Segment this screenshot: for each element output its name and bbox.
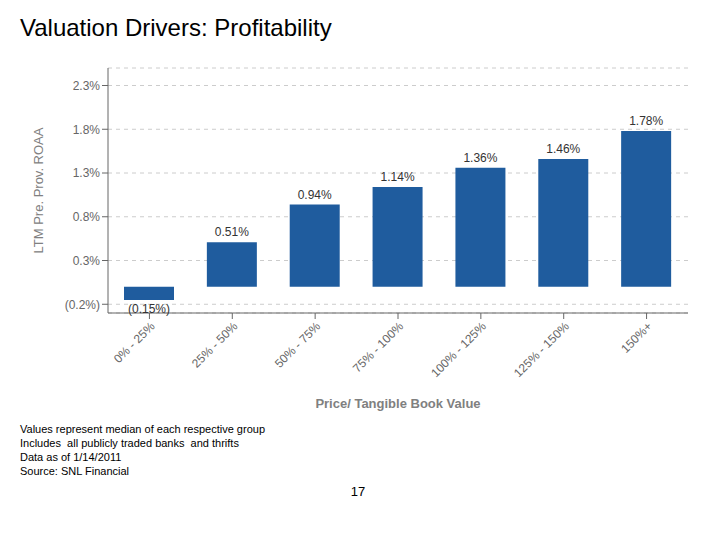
- svg-text:1.78%: 1.78%: [629, 114, 663, 128]
- svg-text:1.36%: 1.36%: [463, 151, 497, 165]
- svg-text:(0.2%): (0.2%): [65, 298, 100, 312]
- svg-text:2.3%: 2.3%: [73, 79, 101, 93]
- html-text:17: 17: [350, 484, 366, 499]
- svg-text:0.3%: 0.3%: [73, 254, 101, 268]
- html-text:Data as of 1/14/2011: Data as of 1/14/2011: [20, 451, 122, 463]
- html-text:Valuation Drivers: Profitabili: Valuation Drivers: Profitability: [20, 14, 332, 41]
- svg-text:100% - 125%: 100% - 125%: [428, 319, 489, 380]
- svg-text:0% - 25%: 0% - 25%: [111, 319, 158, 366]
- svg-text:1.3%: 1.3%: [73, 166, 101, 180]
- html-text:Values represent median of eac: Values represent median of each respecti…: [20, 423, 265, 435]
- svg-text:LTM Pre. Prov. ROAA: LTM Pre. Prov. ROAA: [31, 127, 46, 253]
- html-text:Includes all publicly traded b: Includes all publicly traded banks and t…: [20, 437, 239, 449]
- svg-text:25% - 50%: 25% - 50%: [189, 319, 241, 371]
- svg-text:50% - 75%: 50% - 75%: [272, 319, 324, 371]
- html-text:Source: SNL Financial: Source: SNL Financial: [20, 465, 129, 477]
- svg-text:1.14%: 1.14%: [381, 170, 415, 184]
- svg-text:0.8%: 0.8%: [73, 210, 101, 224]
- svg-text:1.8%: 1.8%: [73, 123, 101, 137]
- svg-text:0.94%: 0.94%: [298, 188, 332, 202]
- svg-text:125% - 150%: 125% - 150%: [511, 319, 572, 380]
- svg-text:1.46%: 1.46%: [546, 142, 580, 156]
- svg-text:150%+: 150%+: [618, 319, 655, 356]
- svg-text:(0.15%): (0.15%): [128, 302, 170, 316]
- svg-text:75% - 100%: 75% - 100%: [350, 319, 406, 375]
- svg-text:Price/ Tangible Book Value: Price/ Tangible Book Value: [315, 396, 480, 411]
- svg-text:0.51%: 0.51%: [215, 225, 249, 239]
